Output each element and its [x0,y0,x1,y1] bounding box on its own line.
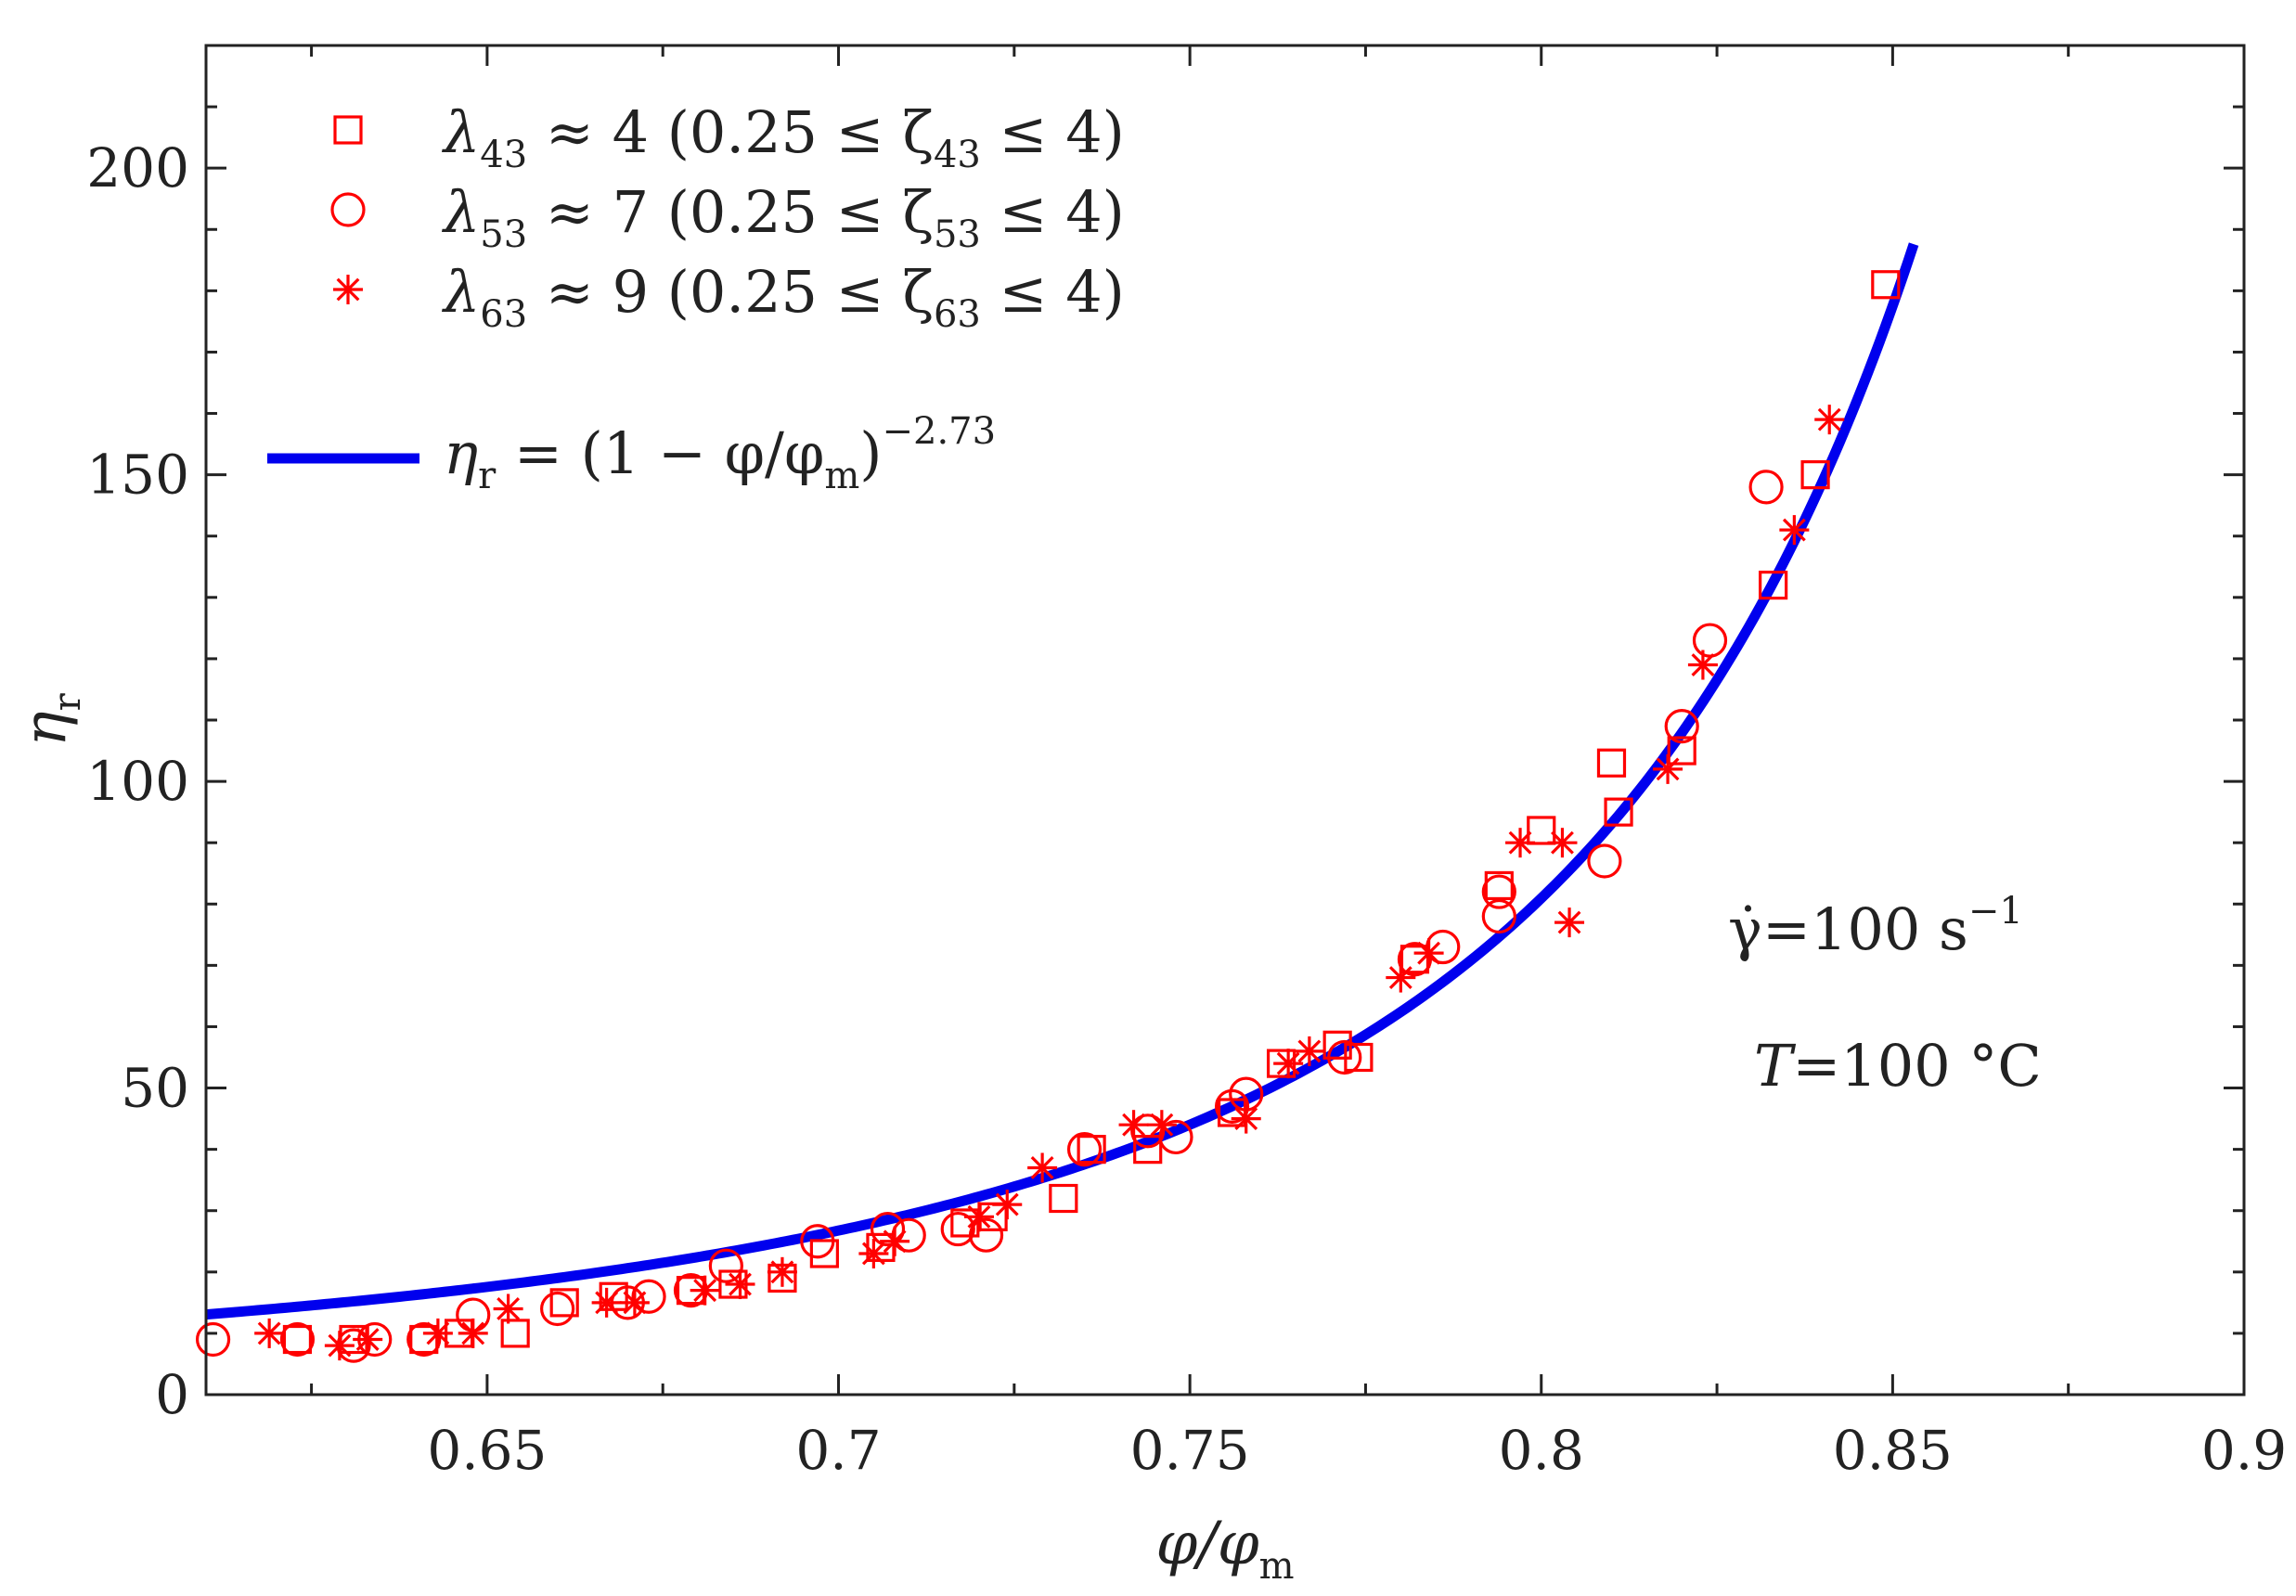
data-point-square [282,1324,313,1355]
x-tick-label: 0.65 [427,1419,547,1482]
data-point-asterisk [1779,515,1810,546]
data-point-asterisk [1653,753,1683,784]
data-point-square [809,1239,839,1268]
legend-marker-asterisk [333,275,363,304]
legend-marker-circle [330,192,366,227]
data-point-circle [708,1248,743,1283]
x-tick-label: 0.9 [2201,1419,2287,1482]
data-point-circle [1397,942,1433,977]
x-tick-label: 0.75 [1130,1419,1250,1482]
marker-layer [195,270,1901,1363]
y-axis-label: ηr [11,692,89,746]
data-point-circle [406,1321,442,1358]
data-point-circle [870,1211,906,1247]
data-point-circle [631,1279,666,1314]
data-point-square [1871,270,1901,300]
data-point-circle [1158,1119,1193,1155]
fit-layer [205,242,1919,1320]
data-point-asterisk [767,1256,797,1287]
y-tick-label: 0 [155,1363,189,1426]
data-point-square [1596,748,1627,778]
annotation-shear-rate: γ̇=100 s−1 [1728,890,2023,963]
annotation-temperature: T=100 °C [1754,1032,2042,1100]
data-point-asterisk [1273,1049,1304,1079]
data-point-asterisk [1554,907,1585,938]
tick-layer: 0.65 0.7 0.75 0.8 0.85 0.9 0 50 100 150 200 [86,45,2287,1482]
data-point-asterisk [254,1318,285,1348]
legend-label-lambda53: λ53 ≈ 7 (0.25 ≤ ζ53 ≤ 4) [441,178,1125,256]
y-tick-label: 200 [86,136,189,200]
data-point-circle [1481,898,1516,934]
legend: λ43 ≈ 4 (0.25 ≤ ζ43 ≤ 4) λ53 ≈ 7 (0.25 ≤… [267,98,1125,497]
data-point-circle [891,1217,926,1253]
data-point-asterisk [1118,1110,1149,1140]
data-point-square [1049,1183,1078,1214]
data-point-asterisk [493,1294,523,1324]
data-point-circle [1587,843,1622,879]
x-axis-label: φ/φm [1155,1510,1294,1588]
data-point-square [549,1288,579,1318]
data-point-asterisk [458,1318,488,1348]
data-point-square [1667,736,1696,766]
legend-symbol-circle [330,192,366,227]
data-point-circle [1748,470,1784,505]
data-point-square [1344,1042,1374,1073]
y-tick-label: 100 [86,750,189,813]
x-tick-label: 0.8 [1499,1419,1584,1482]
y-tick-label: 50 [121,1057,189,1120]
data-point-square [1133,1135,1163,1165]
data-point-asterisk [1294,1036,1324,1066]
data-point-asterisk [1027,1152,1058,1183]
x-tick-label: 0.7 [795,1419,881,1482]
data-point-circle [1327,1039,1362,1075]
data-point-asterisk [1413,938,1444,969]
data-point-asterisk [1231,1103,1261,1134]
data-point-square [1759,570,1788,600]
data-point-circle [1425,929,1461,965]
fit-curve [205,242,1919,1320]
data-point-circle [1481,874,1516,909]
data-point-asterisk [422,1318,453,1348]
data-point-asterisk [1814,405,1845,435]
data-point-asterisk [992,1190,1023,1220]
legend-marker-square [333,115,363,145]
data-point-square [1527,816,1556,845]
data-point-asterisk [1687,650,1718,680]
data-point-circle [540,1291,575,1327]
legend-label-lambda63: λ63 ≈ 9 (0.25 ≤ ζ63 ≤ 4) [441,258,1125,336]
data-point-asterisk [880,1226,910,1256]
data-point-asterisk [725,1269,755,1300]
data-point-circle [968,1217,1004,1253]
x-tick-label: 0.85 [1833,1419,1953,1482]
data-point-circle [800,1224,835,1259]
data-point-asterisk [324,1331,355,1361]
data-point-circle [279,1321,316,1358]
data-point-asterisk [963,1202,994,1232]
data-point-square [1800,460,1830,490]
data-point-asterisk [619,1287,650,1318]
legend-symbol-asterisk [333,275,363,304]
y-tick-label: 150 [86,444,189,507]
data-point-asterisk [858,1238,889,1268]
data-point-circle [940,1211,975,1247]
legend-label-lambda43: λ43 ≈ 4 (0.25 ≤ ζ43 ≤ 4) [441,98,1125,176]
data-point-circle [195,1321,231,1358]
data-point-asterisk [353,1324,383,1355]
data-point-asterisk [591,1287,622,1318]
data-point-asterisk [1505,828,1536,858]
data-point-asterisk [1386,962,1416,993]
data-point-asterisk [1146,1110,1177,1140]
series-asterisk [254,405,1845,1361]
data-point-circle [1130,1113,1166,1149]
data-point-asterisk [1547,828,1578,858]
data-point-square [1604,797,1633,827]
data-point-asterisk [690,1275,720,1306]
data-point-circle [1066,1132,1103,1167]
legend-label-fit: ηr = (1 − φ/φm)−2.73 [444,410,996,497]
legend-symbol-square [333,115,363,145]
data-point-circle [1664,709,1699,744]
data-point-square [500,1319,530,1348]
